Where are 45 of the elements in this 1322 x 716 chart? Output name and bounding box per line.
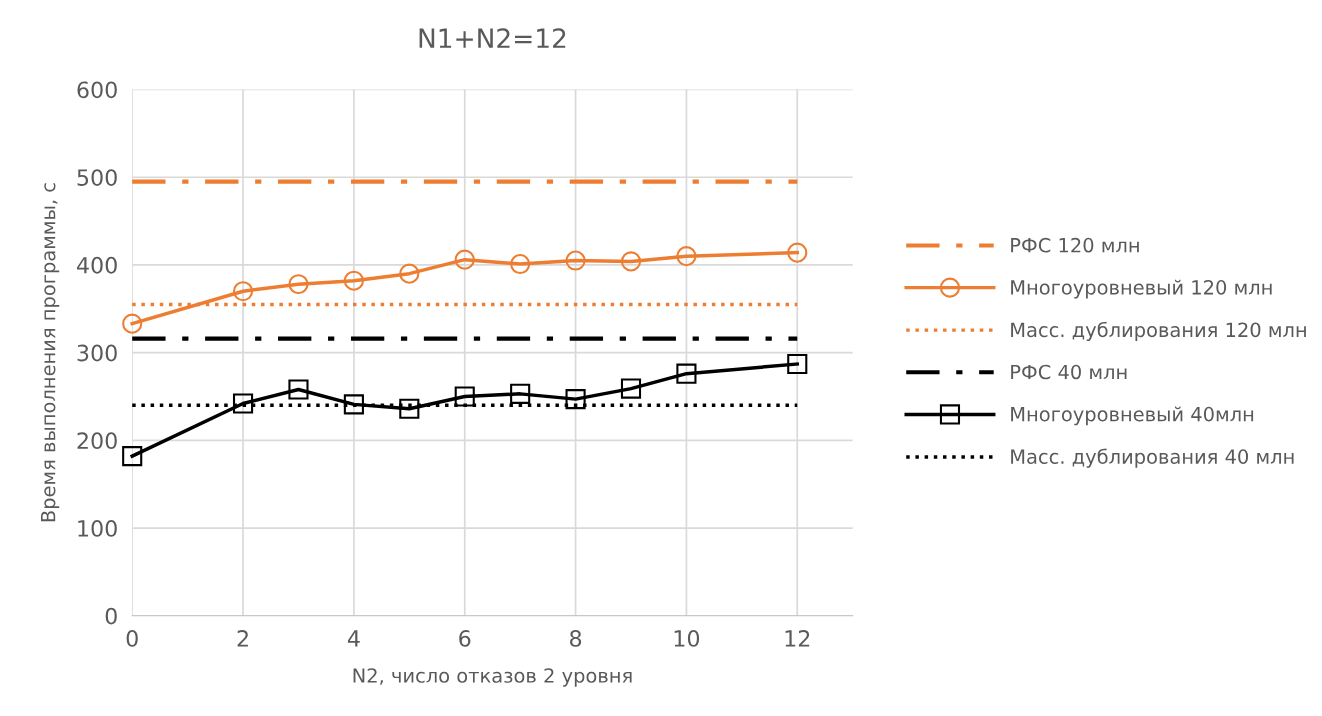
y-tick-label: 300 <box>77 344 117 362</box>
x-tick-label: 6 <box>459 630 471 647</box>
point <box>510 253 531 275</box>
x-axis-title: N2, число отказов 2 уровня <box>353 668 632 687</box>
y-tick-label: 100 <box>78 520 117 537</box>
point <box>122 446 143 467</box>
legend-label: Масс. дублирования 40 млн <box>1011 448 1294 468</box>
x-tick-label: 2 <box>237 630 248 647</box>
legend-label: РФС 120 млн <box>1011 237 1139 253</box>
x-tick-label: 10 <box>674 630 700 647</box>
x-tick-label: 4 <box>347 630 360 647</box>
point <box>676 246 697 267</box>
point <box>787 353 808 375</box>
point <box>232 393 254 414</box>
point <box>232 281 254 302</box>
point <box>343 394 364 415</box>
legend-label: Многоуровневый 40млн <box>1011 406 1254 426</box>
y-tick-label: 200 <box>77 432 117 450</box>
point <box>676 363 697 384</box>
y-axis-title: Время выполнения программы, с <box>41 183 60 522</box>
point <box>565 389 586 410</box>
point <box>565 250 586 271</box>
legend-label: Масс. дублирования 120 млн <box>1011 321 1306 341</box>
y-tick-label: 600 <box>77 81 117 99</box>
y-tick-label: 500 <box>77 169 117 186</box>
chart-title: N1+N2=12 <box>419 28 566 48</box>
point <box>787 242 808 263</box>
point <box>122 313 143 334</box>
point <box>454 249 475 270</box>
point <box>454 386 475 407</box>
legend-label: РФС 40 млн <box>1011 364 1127 380</box>
point <box>399 398 420 419</box>
point <box>510 383 531 404</box>
x-tick-label: 12 <box>785 630 810 647</box>
point <box>620 378 642 399</box>
point <box>343 270 364 291</box>
y-tick-label: 0 <box>105 607 117 625</box>
point <box>288 379 309 400</box>
x-tick-label: 8 <box>570 630 582 647</box>
point <box>620 251 642 272</box>
legend-label: Многоуровневый 120 млн <box>1011 279 1272 299</box>
point <box>399 263 420 284</box>
x-tick-label: 0 <box>126 630 138 647</box>
y-tick-label: 400 <box>76 256 117 274</box>
point <box>288 274 309 295</box>
